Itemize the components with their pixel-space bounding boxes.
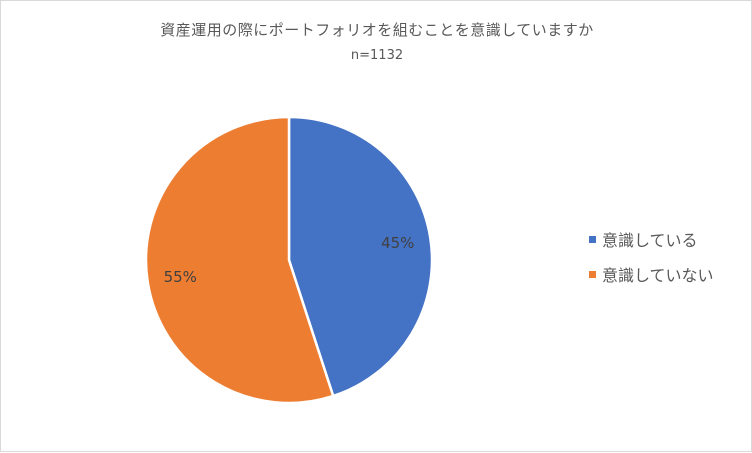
pie-slice-aware — [287, 115, 434, 398]
legend-swatch-aware — [589, 235, 596, 243]
legend-item-aware: 意識している — [589, 229, 714, 250]
data-label-aware: 45% — [381, 234, 414, 252]
legend-swatch-not-aware — [589, 270, 596, 278]
data-label-not-aware: 55% — [164, 268, 197, 286]
chart-title: 資産運用の際にポートフォリオを組むことを意識していますか — [160, 21, 594, 39]
chart-subtitle: n=1132 — [350, 48, 404, 63]
chart-legend: 意識している 意識していない — [589, 229, 714, 299]
legend-item-not-aware: 意識していない — [589, 264, 714, 285]
pie-slice-not-aware — [144, 115, 335, 405]
legend-label-aware: 意識している — [602, 231, 698, 250]
legend-label-not-aware: 意識していない — [602, 266, 714, 285]
